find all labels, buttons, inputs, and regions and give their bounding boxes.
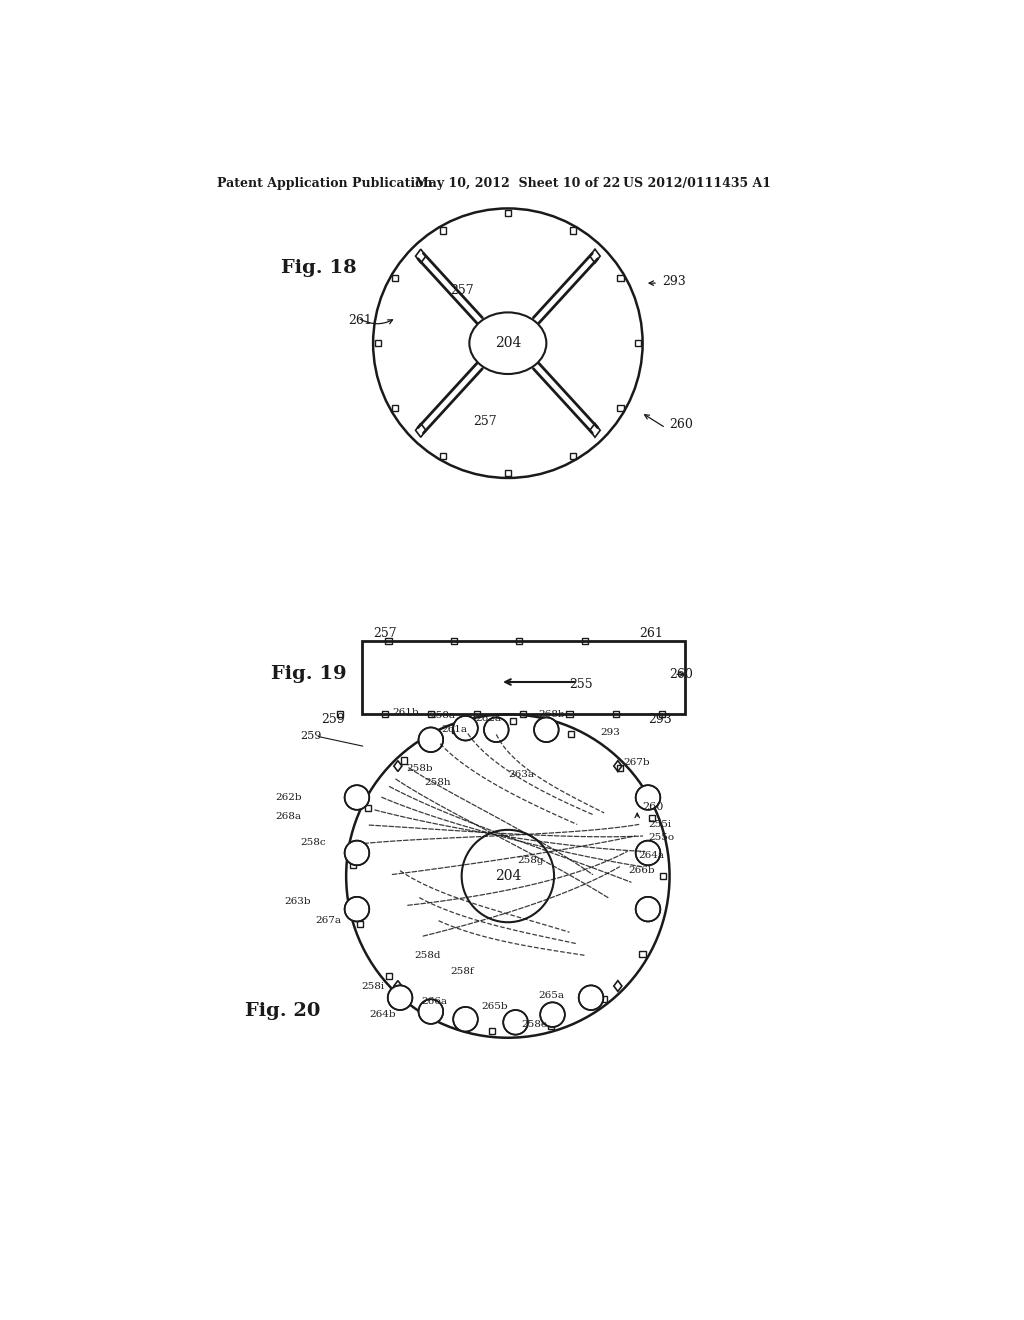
Text: Fig. 18: Fig. 18 bbox=[281, 259, 356, 277]
Text: 258c: 258c bbox=[300, 838, 326, 846]
Text: 261: 261 bbox=[348, 314, 372, 326]
Text: 258g: 258g bbox=[517, 857, 544, 865]
Text: 258a: 258a bbox=[429, 711, 456, 721]
Circle shape bbox=[419, 999, 443, 1024]
Text: 204: 204 bbox=[495, 869, 521, 883]
Circle shape bbox=[462, 830, 554, 923]
Circle shape bbox=[579, 985, 603, 1010]
Text: 255o: 255o bbox=[648, 833, 674, 842]
Text: 266a: 266a bbox=[422, 997, 447, 1006]
Text: Fig. 19: Fig. 19 bbox=[271, 665, 347, 684]
Text: May 10, 2012  Sheet 10 of 22: May 10, 2012 Sheet 10 of 22 bbox=[416, 177, 621, 190]
Text: 261a: 261a bbox=[441, 725, 467, 734]
Text: 264a: 264a bbox=[639, 851, 665, 859]
Text: 293: 293 bbox=[662, 275, 686, 288]
Text: 259: 259 bbox=[322, 713, 345, 726]
Text: 258f: 258f bbox=[451, 968, 474, 975]
Text: 255i: 255i bbox=[648, 820, 671, 829]
Text: 260: 260 bbox=[670, 417, 693, 430]
Text: 258i: 258i bbox=[361, 982, 385, 990]
Text: 257: 257 bbox=[473, 416, 497, 428]
Text: 258b: 258b bbox=[407, 764, 433, 772]
Circle shape bbox=[454, 715, 478, 741]
Text: 293: 293 bbox=[600, 727, 621, 737]
Text: 255: 255 bbox=[569, 677, 593, 690]
Text: 268a: 268a bbox=[275, 812, 301, 821]
Text: 267b: 267b bbox=[624, 759, 650, 767]
Text: 268b: 268b bbox=[539, 710, 565, 719]
Circle shape bbox=[345, 841, 370, 866]
Text: 263a: 263a bbox=[508, 770, 534, 779]
Text: Fig. 20: Fig. 20 bbox=[245, 1002, 319, 1020]
Circle shape bbox=[541, 1002, 565, 1027]
Text: 261: 261 bbox=[639, 627, 663, 640]
Text: 204: 204 bbox=[495, 337, 521, 350]
Text: 260: 260 bbox=[670, 668, 693, 681]
Text: 260: 260 bbox=[643, 801, 664, 812]
Text: 257: 257 bbox=[451, 284, 474, 297]
Text: 261b: 261b bbox=[392, 709, 419, 717]
Text: 265b: 265b bbox=[481, 1002, 508, 1011]
Text: 267a: 267a bbox=[315, 916, 341, 925]
Text: US 2012/0111435 A1: US 2012/0111435 A1 bbox=[624, 177, 771, 190]
Circle shape bbox=[388, 985, 413, 1010]
Text: 257: 257 bbox=[373, 627, 396, 640]
Text: 258h: 258h bbox=[425, 777, 452, 787]
Circle shape bbox=[345, 785, 370, 809]
Text: 264b: 264b bbox=[370, 1010, 396, 1019]
Circle shape bbox=[419, 727, 443, 752]
Circle shape bbox=[636, 841, 660, 866]
Text: 258e: 258e bbox=[521, 1020, 548, 1030]
Text: 262b: 262b bbox=[275, 793, 302, 803]
Circle shape bbox=[484, 718, 509, 742]
Text: 265a: 265a bbox=[539, 991, 564, 999]
Bar bbox=[361, 642, 685, 714]
Circle shape bbox=[636, 785, 660, 809]
Text: 258d: 258d bbox=[414, 950, 440, 960]
Text: Patent Application Publication: Patent Application Publication bbox=[217, 177, 432, 190]
Text: 263b: 263b bbox=[285, 898, 311, 906]
Ellipse shape bbox=[469, 313, 547, 374]
Circle shape bbox=[535, 718, 559, 742]
Circle shape bbox=[345, 896, 370, 921]
Circle shape bbox=[454, 1007, 478, 1032]
Circle shape bbox=[503, 1010, 528, 1035]
Text: 259: 259 bbox=[300, 731, 322, 741]
Text: 262a: 262a bbox=[475, 714, 502, 723]
Text: 293: 293 bbox=[648, 713, 672, 726]
Text: 266b: 266b bbox=[629, 866, 655, 875]
Circle shape bbox=[636, 896, 660, 921]
